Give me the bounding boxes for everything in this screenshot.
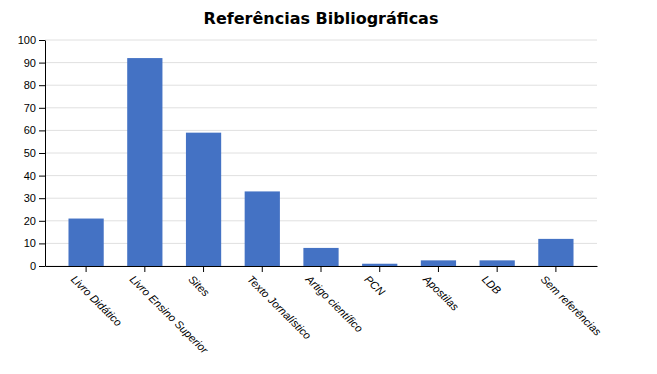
y-tick-mark xyxy=(39,198,45,199)
y-tick-mark xyxy=(39,266,45,267)
bar xyxy=(127,58,162,266)
x-tick: Apostilas xyxy=(420,266,461,313)
bar xyxy=(68,219,103,266)
bar xyxy=(362,264,397,266)
bar xyxy=(303,248,338,266)
y-tick: 70 xyxy=(24,102,45,114)
x-tick-mark xyxy=(321,266,322,272)
x-tick-mark xyxy=(438,266,439,272)
x-tick: Artigo científico xyxy=(303,266,365,334)
y-tick-mark xyxy=(39,40,45,41)
plot: 0 10 20 30 40 50 60 70 80 90 100 Livro DidáticoLivr… xyxy=(18,34,604,357)
y-tick-label: 40 xyxy=(24,170,36,182)
bars xyxy=(68,58,573,266)
grid-line xyxy=(45,40,597,41)
y-tick-label: 0 xyxy=(30,260,36,272)
x-tick: Sites xyxy=(186,266,212,299)
chart: 0 10 20 30 40 50 60 70 80 90 100 Livro DidáticoLivr… xyxy=(0,0,657,374)
bar xyxy=(186,133,221,266)
y-tick: 20 xyxy=(24,215,45,227)
bar xyxy=(480,260,515,266)
grid xyxy=(45,40,597,266)
y-tick: 0 xyxy=(30,260,45,272)
x-tick-label: Apostilas xyxy=(420,272,461,313)
y-tick-label: 10 xyxy=(24,237,36,249)
bar xyxy=(245,191,280,266)
y-tick-label: 100 xyxy=(18,34,36,46)
x-tick-label: Sem referências xyxy=(539,273,604,338)
y-tick-label: 80 xyxy=(24,79,36,91)
x-tick-label: Sites xyxy=(186,273,212,299)
x-axis: Livro DidáticoLivro Ensino SuperiorSites… xyxy=(46,266,605,357)
y-tick: 100 xyxy=(18,34,45,46)
y-tick-mark xyxy=(39,108,45,109)
x-tick-mark xyxy=(203,266,204,272)
y-tick-mark xyxy=(39,130,45,131)
y-axis: 0 10 20 30 40 50 60 70 80 90 100 xyxy=(18,34,46,272)
y-tick-label: 70 xyxy=(24,102,36,114)
x-tick-label: Livro Didático xyxy=(69,273,125,329)
y-tick-label: 30 xyxy=(24,192,36,204)
title: Referências Bibliográficas xyxy=(204,9,439,28)
y-tick-mark xyxy=(39,243,45,244)
x-tick: Sem referências xyxy=(539,266,604,338)
y-tick: 30 xyxy=(24,192,45,204)
y-tick: 60 xyxy=(24,124,45,136)
x-tick-label: PCN xyxy=(362,273,387,298)
y-tick-label: 60 xyxy=(24,124,36,136)
y-tick-mark xyxy=(39,63,45,64)
x-tick-mark xyxy=(379,266,380,272)
y-tick-mark xyxy=(39,176,45,177)
x-tick: LDB xyxy=(480,266,504,296)
y-tick: 40 xyxy=(24,170,45,182)
x-tick-label: Texto Jornalístico xyxy=(245,273,314,342)
x-tick: Texto Jornalístico xyxy=(245,266,314,342)
y-tick-label: 90 xyxy=(24,57,36,69)
x-tick: Livro Didático xyxy=(69,266,125,328)
bar xyxy=(538,239,573,266)
y-tick-mark xyxy=(39,221,45,222)
x-tick-label: Artigo científico xyxy=(303,272,365,334)
x-tick-label: LDB xyxy=(480,273,504,297)
y-tick: 10 xyxy=(24,237,45,249)
y-tick-mark xyxy=(39,85,45,86)
y-axis-line xyxy=(45,41,46,267)
y-tick: 90 xyxy=(24,57,45,69)
x-tick-mark xyxy=(555,266,556,272)
y-tick: 50 xyxy=(24,147,45,159)
y-tick-label: 50 xyxy=(24,147,36,159)
x-tick-mark xyxy=(86,266,87,272)
y-tick-mark xyxy=(39,153,45,154)
x-tick: PCN xyxy=(362,266,387,298)
x-tick-mark xyxy=(497,266,498,272)
bar xyxy=(421,260,456,266)
x-tick-mark xyxy=(144,266,145,272)
x-tick-mark xyxy=(262,266,263,272)
y-tick-label: 20 xyxy=(24,215,36,227)
y-tick: 80 xyxy=(24,79,45,91)
